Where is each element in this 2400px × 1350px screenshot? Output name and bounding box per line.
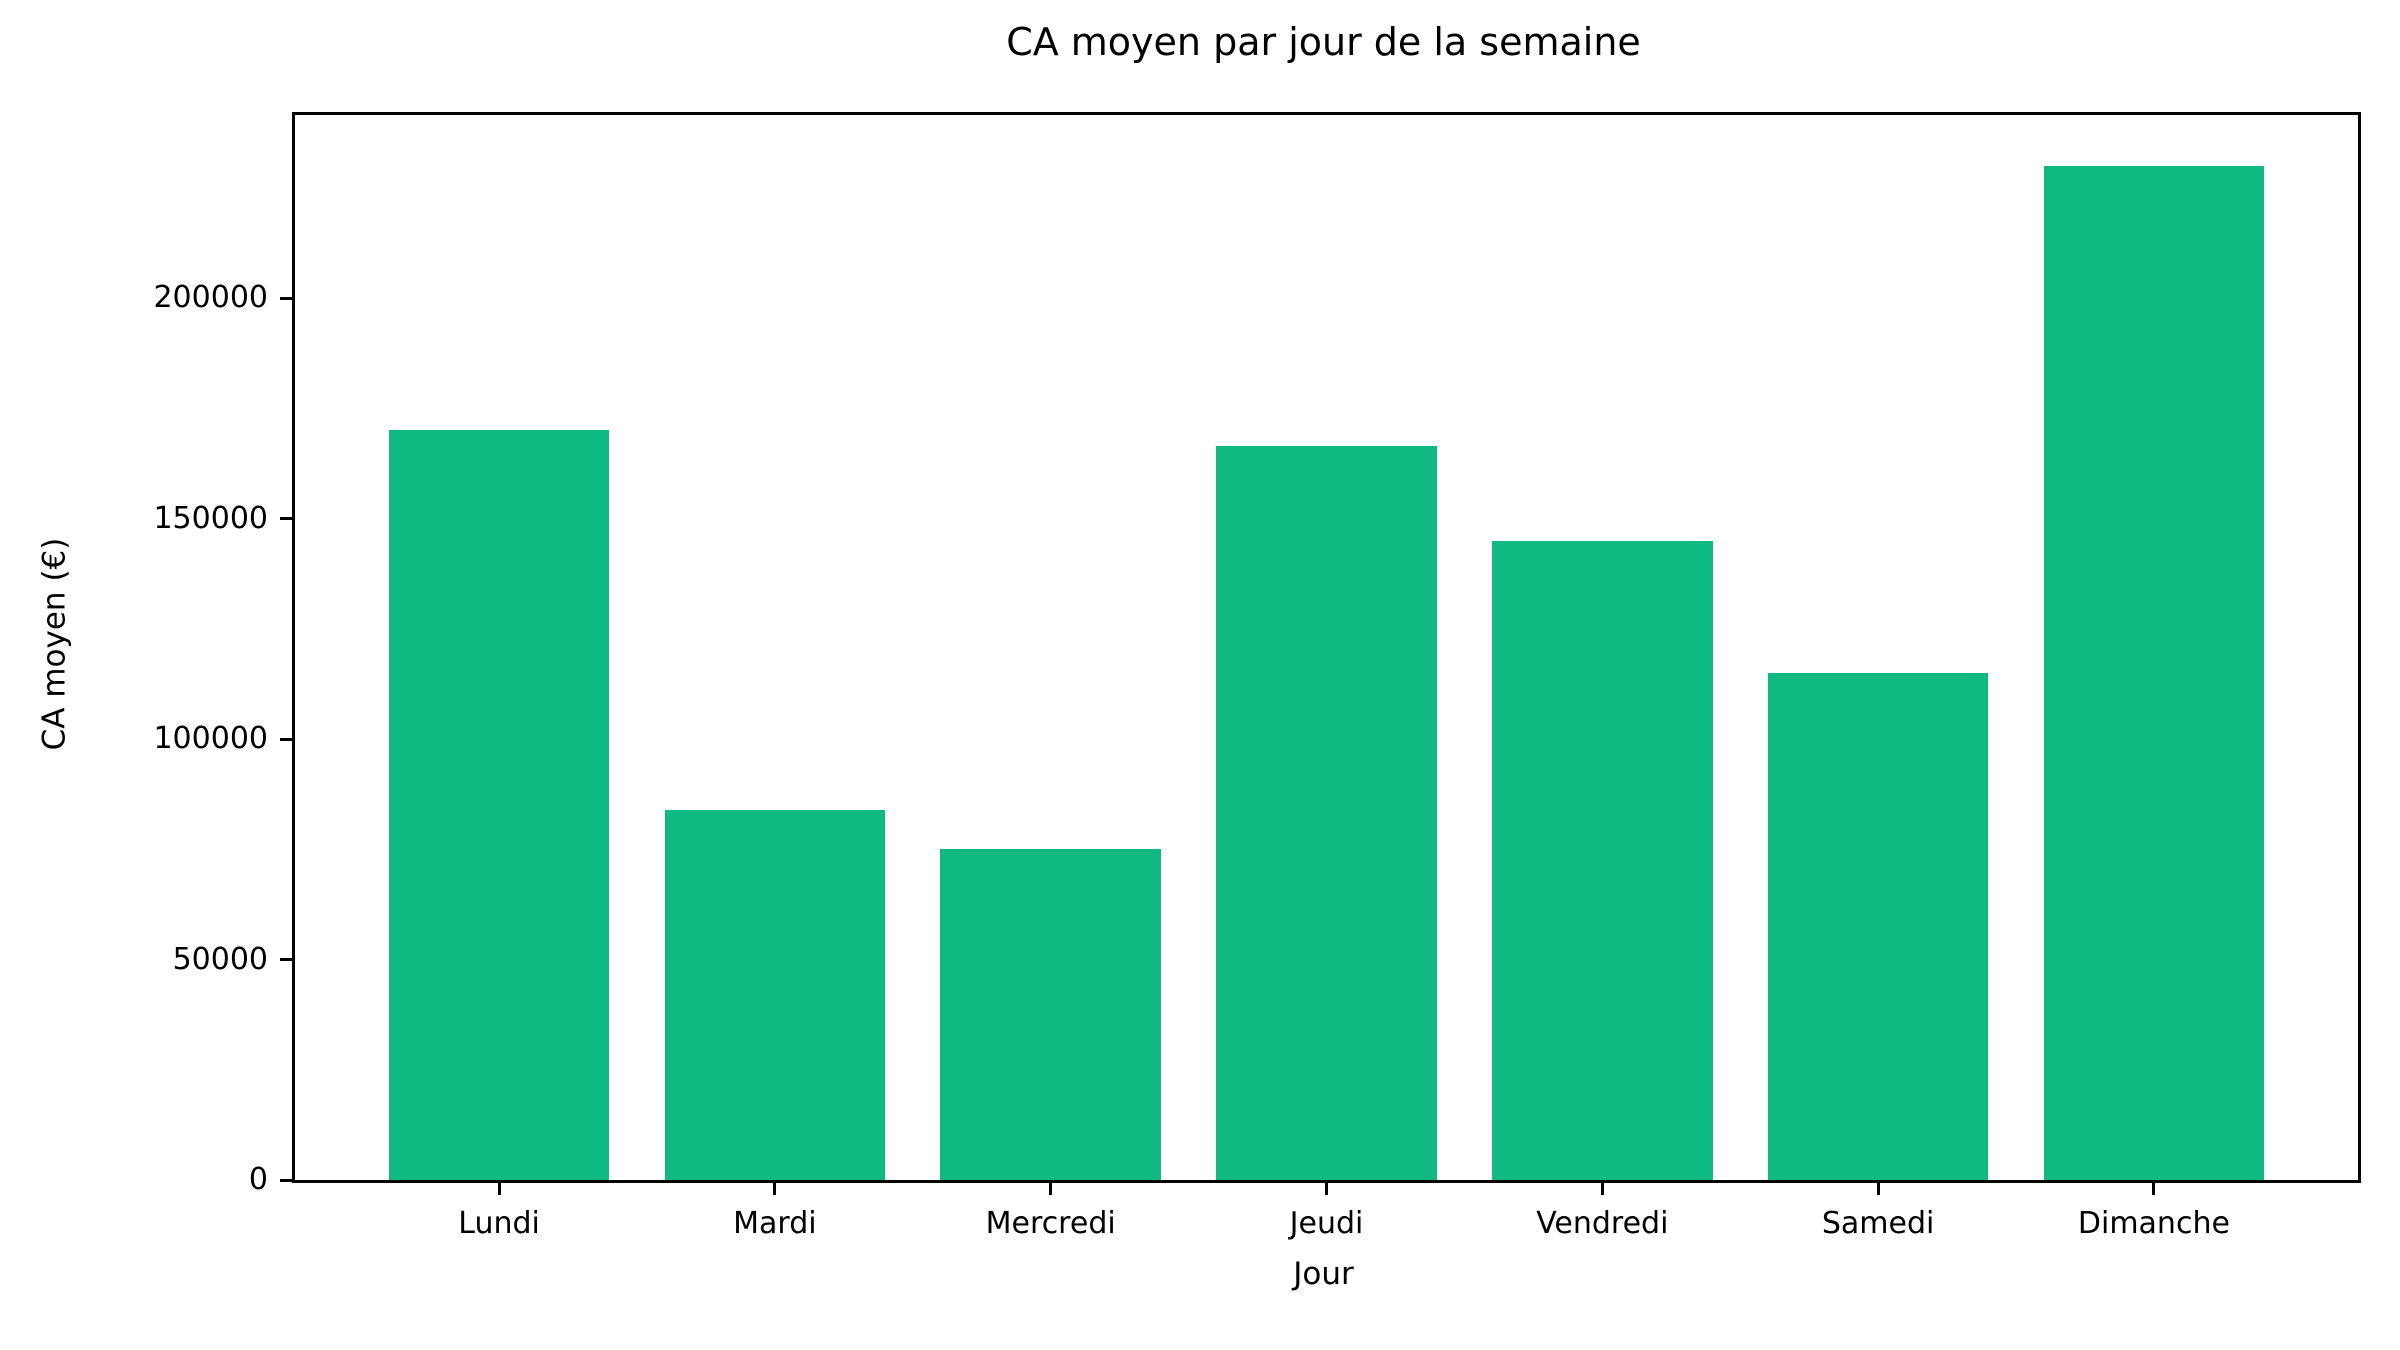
x-tick-label-dimanche: Dimanche	[2077, 1206, 2230, 1241]
bar-mercredi	[940, 849, 1162, 1180]
bar-mardi	[664, 809, 886, 1180]
x-tick-mark	[497, 1183, 501, 1195]
y-tick-mark	[280, 958, 292, 961]
y-tick-mark	[280, 737, 292, 741]
bar-dimanche	[2043, 165, 2265, 1180]
y-tick-mark	[280, 1178, 292, 1182]
y-tick-label: 50000	[172, 941, 268, 977]
chart-title: CA moyen par jour de la semaine	[1006, 20, 1641, 64]
x-tick-mark	[2152, 1183, 2156, 1195]
y-tick-label: 0	[248, 1162, 268, 1197]
x-tick-mark	[1325, 1183, 1328, 1195]
x-tick-label-lundi: Lundi	[458, 1206, 540, 1241]
x-tick-label-samedi: Samedi	[1821, 1206, 1935, 1241]
plot-area	[292, 112, 2361, 1183]
bar-samedi	[1767, 672, 1989, 1180]
x-tick-mark	[773, 1183, 777, 1195]
y-axis-label: CA moyen (€)	[36, 537, 73, 751]
bar-vendredi	[1491, 540, 1713, 1180]
bar-lundi	[388, 430, 610, 1180]
x-tick-mark	[1600, 1183, 1604, 1195]
y-tick-mark	[280, 517, 292, 520]
x-tick-label-mercredi: Mercredi	[985, 1206, 1116, 1241]
y-tick-label: 100000	[153, 721, 268, 756]
y-tick-label: 200000	[153, 280, 268, 315]
y-tick-mark	[280, 296, 292, 300]
x-tick-label-mardi: Mardi	[733, 1206, 817, 1241]
y-tick-label: 150000	[153, 500, 268, 536]
x-tick-mark	[1049, 1183, 1053, 1195]
x-tick-label-vendredi: Vendredi	[1536, 1206, 1669, 1241]
bar-jeudi	[1216, 445, 1437, 1180]
x-tick-mark	[1876, 1183, 1880, 1195]
x-tick-label-jeudi: Jeudi	[1289, 1206, 1364, 1241]
x-axis-label: Jour	[1293, 1256, 1354, 1292]
